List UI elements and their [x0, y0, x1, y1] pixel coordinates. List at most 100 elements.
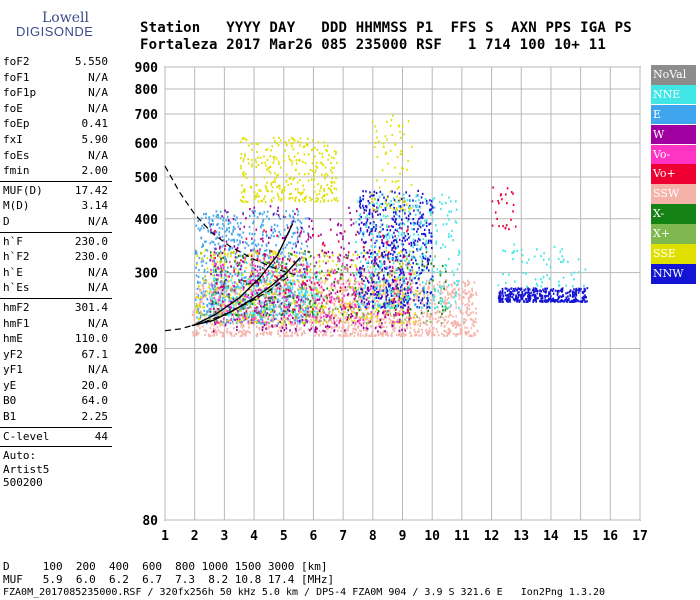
data-point-vo: [223, 284, 225, 288]
data-point-e: [258, 250, 261, 253]
data-point-vo: [308, 314, 311, 317]
data-point-vo: [402, 312, 405, 315]
data-point-ssw: [318, 334, 320, 337]
data-point-ssw: [234, 293, 237, 296]
data-point-x: [441, 305, 444, 308]
data-point-x: [352, 259, 355, 262]
data-point-sse: [263, 176, 266, 179]
data-point-nnw: [372, 203, 374, 207]
data-point-sse: [272, 250, 275, 253]
data-point-w: [272, 256, 275, 259]
data-point-x: [386, 273, 389, 276]
data-point-w: [308, 235, 310, 238]
data-point-ssw: [241, 299, 243, 302]
data-point-nnw: [399, 273, 401, 277]
auto-line3: 500200: [3, 476, 43, 490]
data-point-e: [295, 300, 297, 303]
data-point-w: [309, 329, 311, 332]
data-point-ssw: [275, 325, 277, 328]
data-point-vo: [352, 292, 355, 295]
data-point-nnw: [373, 221, 375, 224]
data-point-nne: [314, 296, 316, 300]
data-point-nnw: [404, 304, 407, 307]
data-point-sse: [383, 283, 386, 286]
data-point-ssw: [349, 308, 352, 311]
param-value: N/A: [88, 265, 108, 279]
logo: Lowell DIGISONDE: [4, 6, 104, 42]
data-point-ssw: [192, 310, 195, 313]
data-point-e: [195, 274, 198, 277]
data-point-w: [213, 330, 215, 333]
data-point-nne: [303, 310, 306, 313]
data-point-nne: [308, 275, 310, 278]
data-point-w: [354, 293, 357, 296]
data-point-x: [242, 279, 245, 283]
data-point-e: [210, 294, 213, 297]
data-point-w: [310, 327, 313, 330]
data-point-ssw: [465, 318, 467, 322]
param-label: M(D): [3, 199, 30, 213]
data-point-ssw: [441, 285, 443, 288]
data-point-w: [294, 327, 297, 330]
data-point-sse: [389, 275, 391, 279]
data-point-ssw: [359, 332, 362, 335]
data-point-vo: [286, 317, 289, 320]
data-point-ssw: [376, 317, 379, 320]
data-point-e: [202, 244, 205, 247]
data-point-x: [441, 312, 443, 315]
data-point-e: [239, 297, 241, 300]
data-point-ssw: [266, 332, 269, 335]
data-point-w: [340, 308, 343, 311]
data-point-vo: [233, 268, 235, 272]
data-point-ssw: [321, 290, 323, 293]
data-point-vo: [236, 299, 239, 302]
data-point-e: [226, 229, 228, 232]
data-point-ssw: [393, 324, 395, 327]
data-point-sse: [234, 311, 237, 315]
data-point-ssw: [375, 325, 377, 328]
data-point-w: [296, 296, 298, 299]
data-point-vo: [288, 270, 291, 273]
data-point-x: [214, 288, 216, 291]
data-point-ssw: [448, 314, 451, 317]
data-point-e: [306, 306, 309, 310]
data-point-ssw: [197, 304, 200, 307]
data-point-sse: [352, 253, 355, 256]
data-point-x: [265, 314, 267, 317]
data-point-sse: [389, 308, 391, 311]
data-point-ssw: [328, 290, 331, 293]
data-point-sse: [319, 272, 321, 275]
data-point-sse: [233, 251, 235, 254]
data-point-e: [215, 237, 217, 240]
data-point-vo: [211, 284, 214, 287]
data-point-vo: [264, 271, 267, 274]
data-point-sse: [301, 293, 304, 296]
data-point-x: [373, 265, 376, 268]
data-point-ssw: [319, 331, 322, 334]
data-point-e: [279, 290, 281, 293]
data-point-x: [249, 305, 251, 308]
data-point-w: [242, 241, 244, 244]
data-point-ssw: [251, 317, 254, 320]
data-point-x: [251, 266, 253, 269]
data-point-sse: [366, 315, 368, 318]
data-point-e: [236, 239, 238, 242]
data-point-x: [441, 264, 444, 268]
data-point-w: [368, 249, 371, 252]
data-point-ssw: [450, 321, 452, 324]
data-point-nne: [242, 294, 245, 297]
data-point-sse: [208, 285, 211, 288]
y-tick-label: 500: [135, 171, 159, 186]
data-point-vo: [214, 256, 216, 260]
param-label: foE: [3, 101, 23, 115]
data-point-sse: [347, 305, 349, 308]
data-point-nnw: [382, 289, 384, 292]
data-point-sse: [272, 156, 275, 159]
data-point-nne: [231, 281, 234, 285]
data-point-e: [262, 261, 265, 264]
data-point-e: [222, 283, 224, 286]
data-point-e: [195, 249, 197, 252]
data-point-vo: [313, 288, 315, 291]
data-point-e: [254, 232, 256, 236]
data-point-vo: [227, 275, 230, 278]
